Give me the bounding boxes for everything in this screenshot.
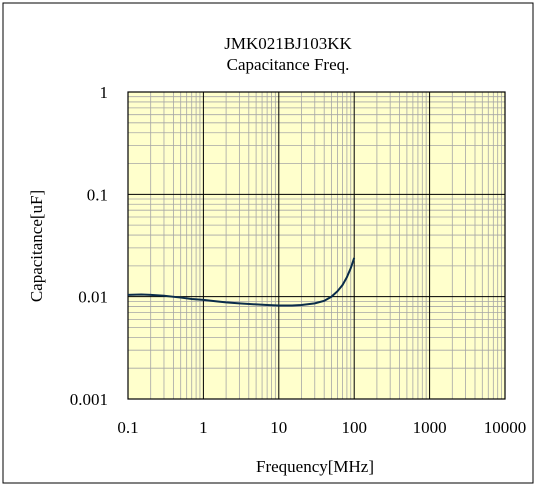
capacitance-series-line bbox=[127, 257, 356, 307]
chart-subtitle: Capacitance Freq. bbox=[227, 55, 350, 74]
x-tick-label: 1000 bbox=[413, 418, 447, 437]
chart-title: JMK021BJ103KK bbox=[224, 34, 352, 53]
y-axis-tick-labels: 0.001 0.01 0.1 1 bbox=[70, 83, 108, 409]
plot-frame bbox=[127, 91, 506, 400]
y-tick-label: 0.001 bbox=[70, 390, 108, 409]
y-axis-label: Capacitance[uF] bbox=[27, 190, 46, 302]
y-tick-label: 0.01 bbox=[78, 288, 108, 307]
plot-area bbox=[128, 92, 505, 399]
x-tick-label: 1 bbox=[199, 418, 208, 437]
x-axis-tick-labels: 0.1 1 10 100 1000 10000 bbox=[117, 418, 526, 437]
minor-grid bbox=[128, 92, 505, 399]
x-tick-label: 0.1 bbox=[117, 418, 138, 437]
x-tick-label: 100 bbox=[341, 418, 367, 437]
y-tick-label: 0.1 bbox=[87, 185, 108, 204]
x-axis-label: Frequency[MHz] bbox=[256, 457, 374, 476]
x-tick-label: 10 bbox=[270, 418, 287, 437]
x-tick-label: 10000 bbox=[484, 418, 527, 437]
y-tick-label: 1 bbox=[100, 83, 109, 102]
